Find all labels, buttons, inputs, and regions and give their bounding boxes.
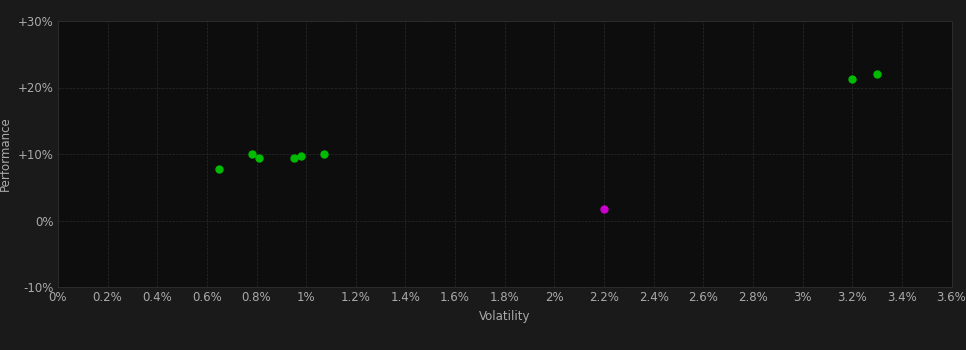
Point — [316, 151, 331, 157]
Y-axis label: Performance: Performance — [0, 117, 13, 191]
Point — [294, 153, 309, 159]
X-axis label: Volatility: Volatility — [479, 310, 530, 323]
Point — [251, 155, 267, 161]
Point — [243, 151, 259, 157]
Point — [596, 206, 611, 211]
Point — [212, 166, 227, 172]
Point — [286, 155, 301, 161]
Point — [844, 76, 860, 82]
Point — [869, 71, 885, 77]
